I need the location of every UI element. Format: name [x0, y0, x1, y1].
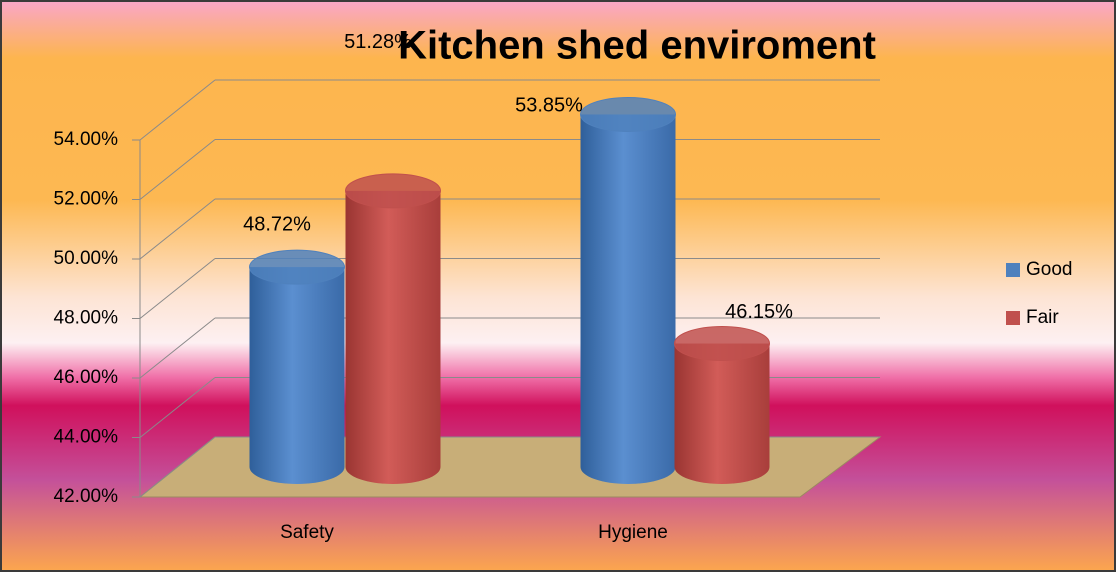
bar-top	[249, 249, 345, 285]
grid-line	[139, 79, 216, 141]
data-label: 51.28%	[344, 31, 412, 53]
data-label: 46.15%	[725, 301, 793, 323]
bar	[249, 267, 345, 467]
grid-line	[139, 198, 216, 260]
y-tick-label: 42.00%	[54, 486, 119, 507]
y-tick-label: 46.00%	[54, 367, 119, 388]
bar	[580, 114, 676, 468]
bar-top	[345, 173, 441, 209]
y-tick-label: 54.00%	[54, 129, 119, 150]
grid-line	[139, 139, 216, 200]
bar-top	[580, 96, 676, 132]
bar	[674, 343, 770, 467]
grid-line	[139, 258, 216, 319]
x-tick-label: Hygiene	[598, 522, 668, 543]
bar	[345, 190, 441, 468]
legend-label: Fair	[1026, 307, 1059, 328]
legend-swatch	[1006, 263, 1020, 277]
x-tick-label: Safety	[280, 522, 334, 543]
y-tick-label: 50.00%	[54, 248, 119, 269]
chart-title: Kitchen shed enviroment	[398, 24, 876, 68]
grid-line	[139, 377, 216, 438]
data-label: 48.72%	[243, 213, 311, 235]
grid-line	[139, 436, 216, 498]
y-tick-label: 52.00%	[54, 189, 119, 210]
y-tick-label: 48.00%	[54, 308, 119, 329]
legend-label: Good	[1026, 259, 1072, 280]
grid-line	[139, 317, 216, 379]
y-tick-label: 44.00%	[54, 427, 119, 448]
legend-swatch	[1006, 311, 1020, 325]
data-label: 53.85%	[515, 95, 583, 117]
bar-top	[674, 326, 770, 362]
